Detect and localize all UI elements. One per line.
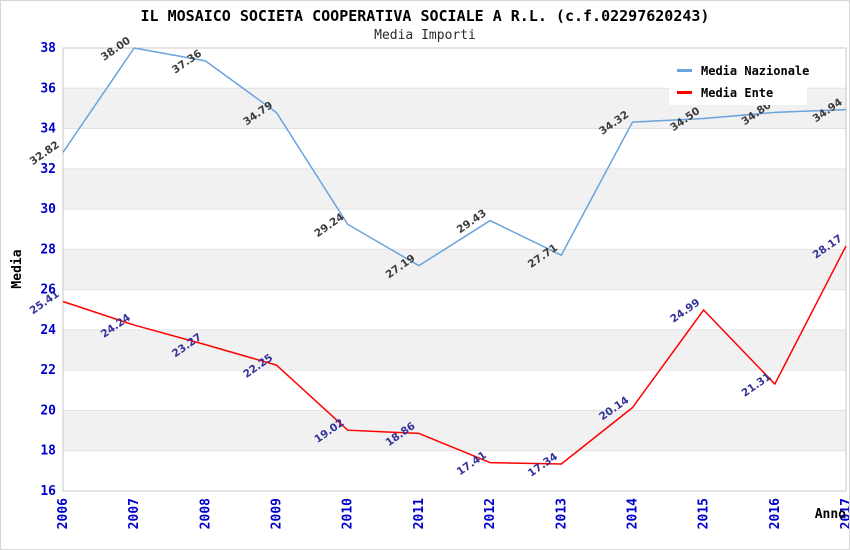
y-tick-label: 16 <box>40 484 56 499</box>
plot-band <box>63 410 846 451</box>
x-tick-label: 2016 <box>768 498 783 529</box>
x-tick-label: 2008 <box>198 498 213 529</box>
chart-title: IL MOSAICO SOCIETA COOPERATIVA SOCIALE A… <box>140 7 710 25</box>
legend-item-media-ente: Media Ente <box>677 84 807 102</box>
legend-label: Media Nazionale <box>701 63 810 78</box>
y-tick-label: 28 <box>40 242 56 257</box>
y-tick-label: 18 <box>40 444 56 459</box>
y-tick-label: 26 <box>40 283 56 298</box>
x-tick-label: 2011 <box>412 498 427 529</box>
y-tick-label: 38 <box>40 41 56 56</box>
chart-subtitle: Media Importi <box>374 28 476 43</box>
y-tick-label: 22 <box>40 363 56 378</box>
series-line-media-nazionale <box>62 47 847 267</box>
x-tick-label: 2013 <box>554 498 569 529</box>
y-tick-label: 20 <box>40 403 56 418</box>
legend-swatch-media-nazionale <box>677 69 692 72</box>
x-tick-label: 2007 <box>127 498 142 529</box>
legend-box: Media Nazionale Media Ente <box>669 58 810 105</box>
point-label-media-ente: 21.31 <box>739 371 773 400</box>
point-label-media-nazionale: 38.00 <box>99 35 133 64</box>
legend-swatch-media-ente <box>677 91 692 94</box>
x-tick-label: 2009 <box>270 498 285 529</box>
plot-band <box>63 329 846 371</box>
x-tick-label: 2012 <box>483 498 498 529</box>
y-tick-label: 32 <box>40 162 56 177</box>
plot-band <box>63 168 846 210</box>
y-tick-label: 36 <box>40 81 56 96</box>
point-label-media-nazionale: 29.24 <box>312 211 346 240</box>
x-tick-label: 2014 <box>625 498 640 529</box>
x-axis-title: Anno <box>815 507 846 522</box>
y-axis-title: Media <box>10 249 25 288</box>
y-tick-label: 34 <box>40 122 56 137</box>
series-line-media-ente <box>62 245 847 465</box>
x-tick-label: 2015 <box>697 498 712 529</box>
y-tick-label: 30 <box>40 202 56 217</box>
x-tick-label: 2017 <box>839 498 850 529</box>
legend-item-media-nazionale: Media Nazionale <box>677 62 810 80</box>
point-label-media-nazionale: 37.36 <box>170 48 204 77</box>
y-tick-label: 24 <box>40 323 56 338</box>
x-tick-label: 2006 <box>56 498 71 529</box>
point-label-media-ente: 24.99 <box>668 297 702 326</box>
x-tick-label: 2010 <box>341 498 356 529</box>
point-label-media-ente: 17.41 <box>455 449 489 478</box>
point-label-media-ente: 17.34 <box>526 451 560 480</box>
legend-label: Media Ente <box>701 85 774 100</box>
plot-frame <box>62 47 847 492</box>
plot-band <box>63 249 846 290</box>
